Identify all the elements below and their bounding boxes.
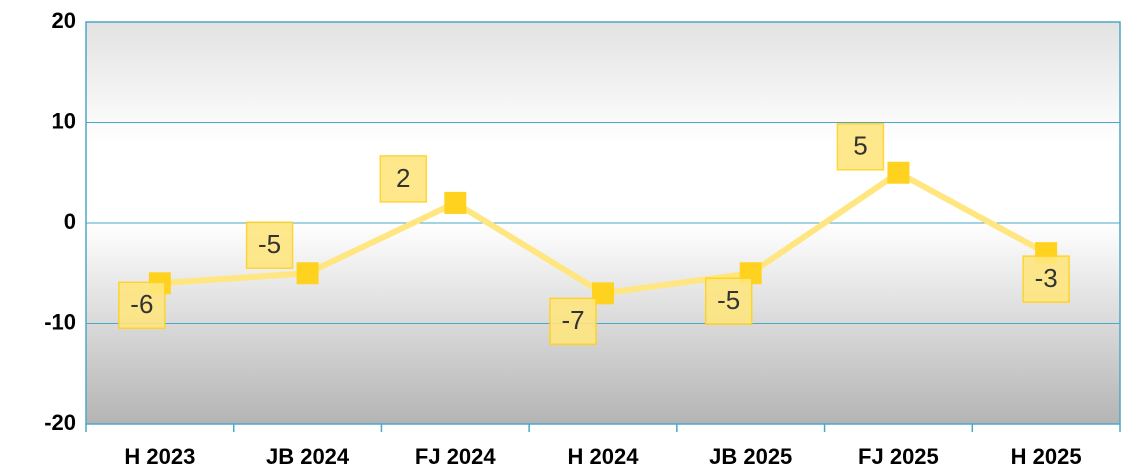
- marker: [887, 161, 910, 184]
- data-label: 5: [853, 131, 867, 161]
- y-tick-label: -10: [44, 309, 76, 334]
- x-tick-label: JB 2025: [709, 444, 792, 469]
- data-label-box: [704, 277, 753, 325]
- data-label-box: [245, 221, 294, 269]
- data-label: -7: [561, 305, 584, 335]
- x-tick-label: H 2024: [568, 444, 640, 469]
- marker: [296, 262, 319, 285]
- x-tick-label: FJ 2024: [415, 444, 496, 469]
- data-label: 2: [396, 163, 410, 193]
- data-label-box: [549, 297, 597, 346]
- data-label-box: [836, 123, 885, 171]
- y-tick-label: -20: [44, 410, 76, 435]
- data-label: -5: [258, 229, 281, 259]
- data-label: -3: [1035, 263, 1058, 293]
- x-tick-label: H 2023: [124, 444, 195, 469]
- x-tick-label: JB 2024: [266, 444, 350, 469]
- marker: [444, 191, 467, 214]
- y-tick-label: 0: [64, 209, 76, 234]
- data-label: -6: [130, 289, 153, 319]
- data-label-box: [379, 155, 428, 203]
- x-tick-label: FJ 2025: [858, 444, 939, 469]
- data-label: -5: [717, 285, 740, 315]
- marker: [592, 282, 614, 305]
- y-tick-label: 10: [52, 108, 76, 133]
- x-tick-label: H 2025: [1011, 444, 1082, 469]
- y-tick-label: 20: [52, 8, 76, 33]
- data-label-box: [1022, 255, 1070, 303]
- data-label-box: [118, 281, 166, 330]
